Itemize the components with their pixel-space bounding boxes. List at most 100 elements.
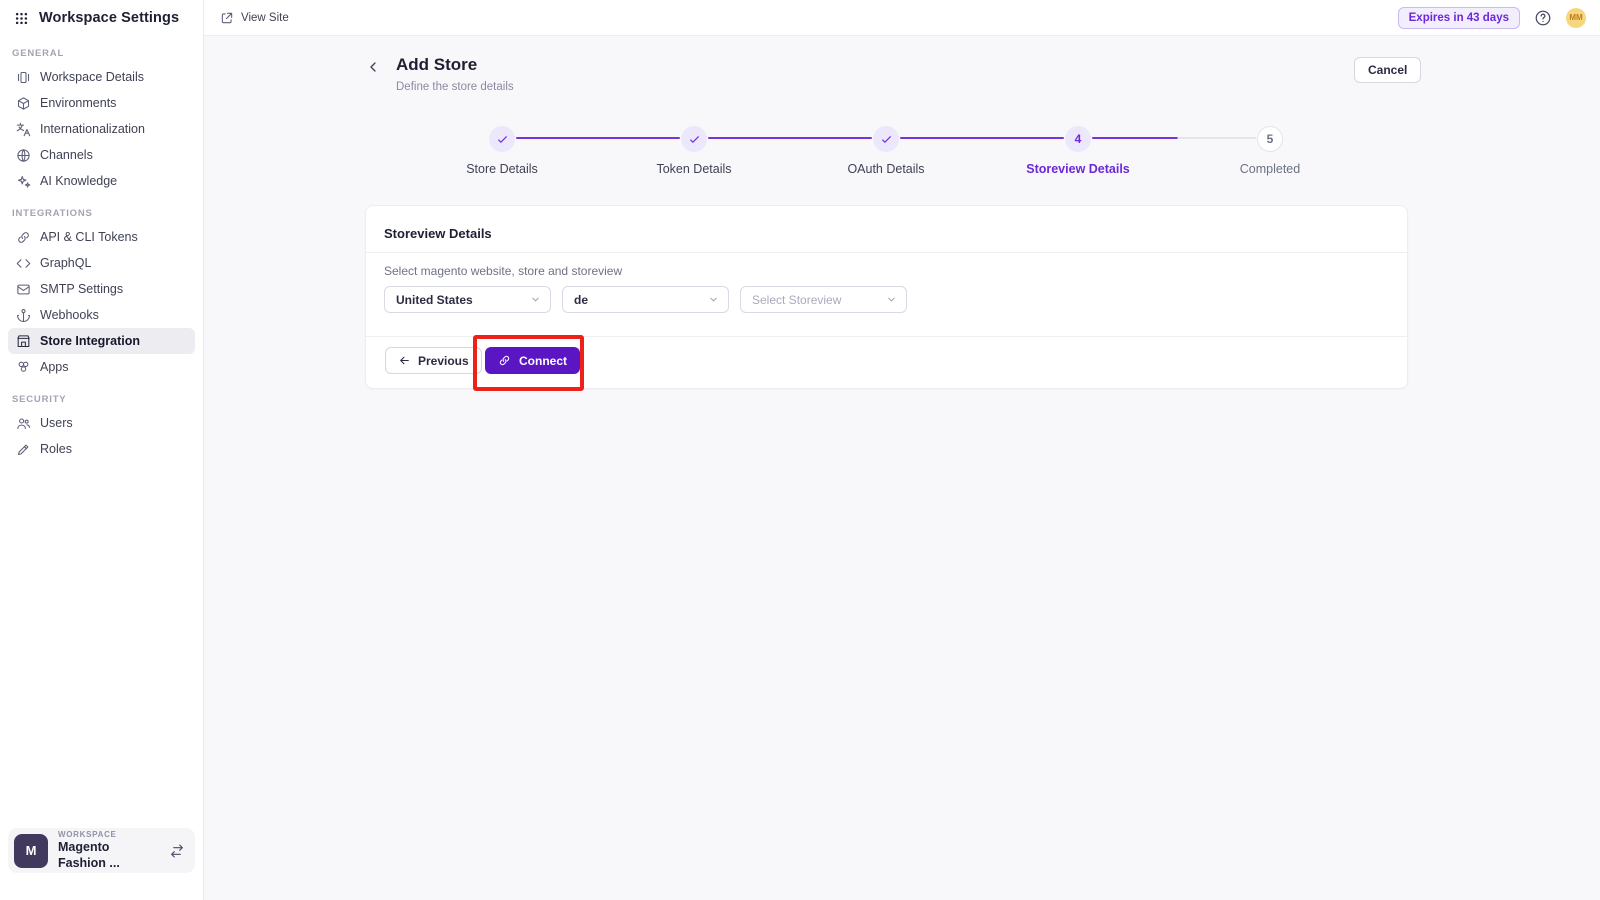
- sidebar-title: Workspace Settings: [39, 10, 180, 26]
- stepper-step-completed[interactable]: 5 Completed: [1195, 126, 1345, 176]
- step-label: Completed: [1239, 162, 1301, 176]
- external-link-icon: [220, 11, 234, 25]
- field-label: Select magento website, store and storev…: [384, 264, 623, 278]
- sidebar-item-label: Webhooks: [40, 308, 99, 322]
- workspace-details-icon: [16, 70, 31, 85]
- sidebar-item-label: SMTP Settings: [40, 282, 124, 296]
- sidebar-item-label: Channels: [40, 148, 93, 162]
- divider: [366, 252, 1407, 253]
- view-site-label: View Site: [241, 11, 289, 24]
- sidebar-item-graphql[interactable]: GraphQL: [8, 250, 195, 276]
- stepper-connector-1: [516, 137, 680, 139]
- chevron-down-icon: [886, 294, 897, 305]
- anchor-icon: [16, 308, 31, 323]
- sidebar-item-label: Roles: [40, 442, 72, 456]
- sidebar-item-ai-knowledge[interactable]: AI Knowledge: [8, 168, 195, 194]
- topbar: View Site Expires in 43 days MM: [204, 0, 1600, 36]
- stepper-step-store-details[interactable]: Store Details: [427, 126, 577, 176]
- select-placeholder: Select Storeview: [752, 292, 842, 307]
- pen-icon: [16, 442, 31, 457]
- stepper-connector-2: [708, 137, 872, 139]
- store-select[interactable]: de: [562, 286, 729, 313]
- storefront-icon: [16, 334, 31, 349]
- back-button[interactable]: [364, 58, 382, 76]
- view-site-button[interactable]: View Site: [220, 11, 289, 25]
- link-icon: [498, 354, 511, 367]
- divider: [366, 336, 1407, 337]
- user-avatar[interactable]: MM: [1566, 7, 1586, 28]
- connect-button[interactable]: Connect: [485, 347, 580, 374]
- workspace-name: Magento Fashion ...: [58, 839, 120, 870]
- step-label: Token Details: [656, 162, 732, 176]
- ai-knowledge-sparkles-icon: [16, 174, 31, 189]
- sidebar-item-workspace-details[interactable]: Workspace Details: [8, 64, 195, 90]
- connect-label: Connect: [519, 353, 567, 368]
- sidebar-item-roles[interactable]: Roles: [8, 436, 195, 462]
- environments-icon: [16, 96, 31, 111]
- step-number: 4: [1065, 126, 1091, 152]
- arrow-left-icon: [398, 354, 411, 367]
- sidebar-item-channels[interactable]: Channels: [8, 142, 195, 168]
- stepper-step-token-details[interactable]: Token Details: [619, 126, 769, 176]
- page-subtitle: Define the store details: [396, 81, 514, 93]
- step-check-icon: [681, 126, 707, 152]
- help-icon[interactable]: [1534, 9, 1552, 27]
- section-label: GENERAL: [12, 48, 65, 59]
- sidebar-item-label: Users: [40, 416, 73, 430]
- code-icon: [16, 256, 31, 271]
- select-value: de: [574, 292, 589, 307]
- website-select[interactable]: United States: [384, 286, 551, 313]
- card-heading: Storeview Details: [384, 226, 492, 241]
- sidebar-item-users[interactable]: Users: [8, 410, 195, 436]
- storeview-select[interactable]: Select Storeview: [740, 286, 907, 313]
- sidebar-section-general: GENERAL Workspace Details Environments I…: [0, 44, 203, 194]
- topbar-right: Expires in 43 days MM: [1397, 6, 1586, 29]
- storeview-details-card: Storeview Details Select magento website…: [365, 205, 1408, 389]
- sidebar-section-security: SECURITY Users Roles: [0, 390, 203, 462]
- section-label: INTEGRATIONS: [12, 208, 93, 219]
- step-check-icon: [873, 126, 899, 152]
- sidebar-item-label: API & CLI Tokens: [40, 230, 138, 244]
- internationalization-icon: [16, 122, 31, 137]
- stepper-connector-3: [900, 137, 1064, 139]
- step-number: 5: [1257, 126, 1283, 152]
- sidebar-item-label: Internationalization: [40, 122, 145, 136]
- cancel-button[interactable]: Cancel: [1354, 57, 1422, 83]
- chevron-down-icon: [708, 294, 719, 305]
- sidebar: Workspace Settings GENERAL Workspace Det…: [0, 0, 204, 900]
- sidebar-header: Workspace Settings: [0, 0, 203, 34]
- previous-label: Previous: [418, 353, 469, 368]
- users-icon: [16, 416, 31, 431]
- workspace-label: WORKSPACE: [58, 829, 117, 839]
- token-link-icon: [16, 230, 31, 245]
- sidebar-item-webhooks[interactable]: Webhooks: [8, 302, 195, 328]
- step-label: Store Details: [466, 162, 538, 176]
- sidebar-item-label: Apps: [40, 360, 69, 374]
- step-label: OAuth Details: [847, 162, 925, 176]
- previous-button[interactable]: Previous: [385, 347, 482, 374]
- workspace-texts: WORKSPACE Magento Fashion ...: [58, 830, 159, 871]
- select-value: United States: [396, 292, 473, 307]
- sidebar-item-label: Workspace Details: [40, 70, 144, 84]
- chevron-down-icon: [530, 294, 541, 305]
- mail-icon: [16, 282, 31, 297]
- app-grid-icon[interactable]: [14, 11, 29, 26]
- sidebar-item-environments[interactable]: Environments: [8, 90, 195, 116]
- sidebar-item-apps[interactable]: Apps: [8, 354, 195, 380]
- sidebar-item-store-integration[interactable]: Store Integration: [8, 328, 195, 354]
- sidebar-item-label: Store Integration: [40, 334, 141, 348]
- sidebar-item-label: Environments: [40, 96, 117, 110]
- expires-badge[interactable]: Expires in 43 days: [1397, 6, 1520, 29]
- page-title: Add Store: [396, 55, 478, 74]
- apps-icon: [16, 360, 31, 375]
- workspace-switcher[interactable]: M WORKSPACE Magento Fashion ...: [8, 828, 195, 873]
- workspace-avatar: M: [14, 833, 48, 868]
- sidebar-item-smtp-settings[interactable]: SMTP Settings: [8, 276, 195, 302]
- switch-workspace-icon[interactable]: [169, 843, 185, 859]
- stepper-step-storeview-details[interactable]: 4 Storeview Details: [1003, 126, 1153, 176]
- sidebar-item-api-cli-tokens[interactable]: API & CLI Tokens: [8, 224, 195, 250]
- sidebar-item-internationalization[interactable]: Internationalization: [8, 116, 195, 142]
- sidebar-section-integrations: INTEGRATIONS API & CLI Tokens GraphQL SM…: [0, 204, 203, 380]
- stepper-step-oauth-details[interactable]: OAuth Details: [811, 126, 961, 176]
